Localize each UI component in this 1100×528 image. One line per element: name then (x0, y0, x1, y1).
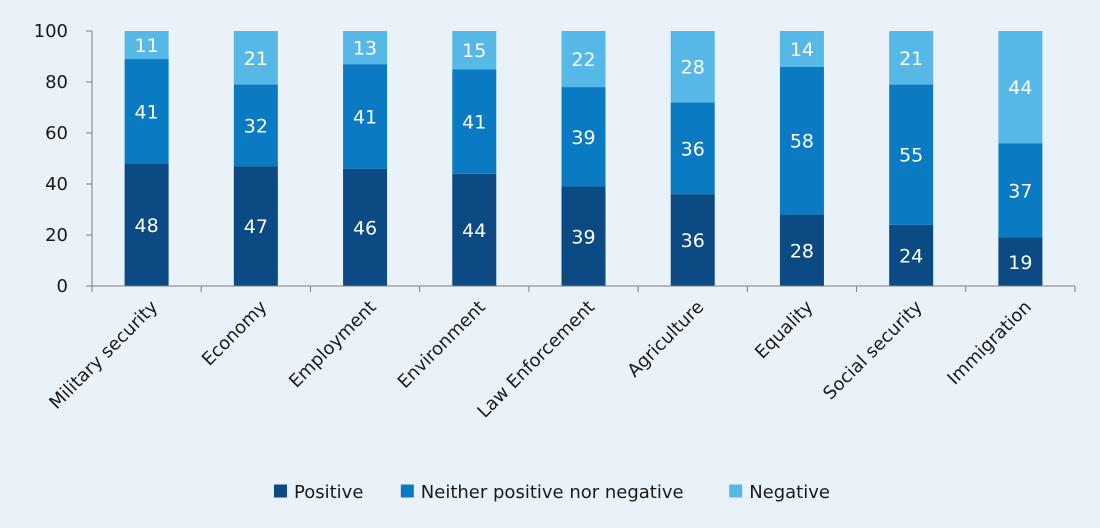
axes-layer: 0 20 40 60 80 100 (34, 21, 1076, 297)
bar-negative (233, 31, 278, 85)
y-tick-label: 40 (45, 174, 68, 195)
x-tick-label: Economy (198, 296, 272, 370)
bar-negative (889, 31, 934, 85)
bar-positive (889, 224, 934, 286)
bar-neither-positive-nor-negative (998, 143, 1043, 238)
bar-positive (561, 186, 606, 286)
data-label-neither-positive-nor-negative: 37 (1008, 180, 1032, 202)
bar-neither-positive-nor-negative (779, 66, 824, 215)
data-label-positive: 47 (244, 216, 268, 238)
data-label-negative: 28 (681, 57, 705, 79)
legend: Positive Neither positive nor negative Neg… (274, 482, 830, 503)
data-label-positive: 28 (790, 240, 814, 262)
data-label-positive: 44 (462, 220, 486, 242)
bar-negative (779, 31, 824, 67)
data-label-positive: 24 (899, 245, 923, 267)
y-tick-label: 80 (45, 72, 68, 93)
bar-negative (343, 31, 388, 65)
bar-positive (124, 163, 169, 286)
legend-swatch-neither-positive-nor-negative (400, 484, 414, 498)
bar-neither-positive-nor-negative (343, 64, 388, 169)
data-label-negative: 14 (790, 39, 814, 61)
bar-neither-positive-nor-negative (670, 102, 715, 195)
x-tick-label: Military security (45, 296, 162, 413)
data-label-negative: 44 (1008, 77, 1032, 99)
legend-swatch-negative (729, 484, 743, 498)
bar-negative (124, 31, 169, 60)
x-tick-label: Law Enforcement (473, 297, 599, 423)
legend-swatch-positive (274, 484, 287, 498)
x-tick-label: Immigration (943, 297, 1035, 389)
bar-neither-positive-nor-negative (233, 84, 278, 167)
x-tick-label: Equality (751, 296, 818, 363)
data-label-negative: 22 (571, 49, 595, 71)
data-label-neither-positive-nor-negative: 32 (244, 115, 268, 137)
bars-layer: 48 41 11 47 32 21 46 41 13 44 41 15 39 39 22 36 36 28 28 58… (124, 31, 1043, 286)
bar-negative (670, 31, 715, 103)
x-tick-label: Social security (819, 296, 927, 404)
data-label-positive: 36 (681, 230, 705, 252)
data-label-positive: 46 (353, 217, 377, 239)
legend-item-negative: Negative (729, 482, 830, 503)
x-tick-label: Employment (285, 297, 381, 393)
data-label-neither-positive-nor-negative: 41 (353, 106, 377, 128)
legend-item-positive: Positive (274, 482, 363, 503)
data-label-negative: 11 (135, 35, 159, 57)
bar-neither-positive-nor-negative (561, 87, 606, 187)
bar-positive (998, 237, 1043, 286)
bar-neither-positive-nor-negative (889, 84, 934, 225)
y-tick-label: 0 (57, 276, 68, 297)
data-label-negative: 21 (899, 48, 923, 70)
bar-negative (561, 31, 606, 88)
bar-positive (233, 166, 278, 286)
bar-positive (343, 168, 388, 286)
bar-positive (670, 194, 715, 286)
bar-negative (452, 31, 497, 70)
data-label-negative: 21 (244, 48, 268, 70)
bar-negative (998, 31, 1043, 144)
data-label-positive: 48 (135, 215, 159, 237)
y-tick-label: 60 (45, 123, 68, 144)
bar-neither-positive-nor-negative (124, 59, 169, 164)
bar-positive (452, 173, 497, 286)
data-label-negative: 15 (462, 40, 486, 62)
data-label-neither-positive-nor-negative: 55 (899, 145, 923, 167)
bar-neither-positive-nor-negative (452, 69, 497, 174)
data-label-neither-positive-nor-negative: 36 (681, 138, 705, 160)
legend-label-neither-positive-nor-negative: Neither positive nor negative (421, 482, 684, 503)
legend-item-neither-positive-nor-negative: Neither positive nor negative (400, 482, 684, 503)
legend-label-negative: Negative (749, 482, 830, 503)
data-label-negative: 13 (353, 38, 377, 60)
legend-label-positive: Positive (294, 482, 363, 503)
y-tick-label: 100 (34, 21, 68, 42)
data-label-neither-positive-nor-negative: 39 (571, 127, 595, 149)
data-label-neither-positive-nor-negative: 41 (135, 101, 159, 123)
data-label-positive: 39 (571, 226, 595, 248)
data-label-positive: 19 (1008, 252, 1032, 274)
data-label-neither-positive-nor-negative: 58 (790, 131, 814, 153)
data-label-neither-positive-nor-negative: 41 (462, 112, 486, 134)
bar-positive (779, 214, 824, 286)
y-tick-label: 20 (45, 225, 68, 246)
x-tick-labels: Military security Economy Employment Enviro… (45, 296, 1036, 422)
x-tick-label: Environment (394, 297, 490, 393)
x-tick-label: Agriculture (623, 297, 708, 382)
